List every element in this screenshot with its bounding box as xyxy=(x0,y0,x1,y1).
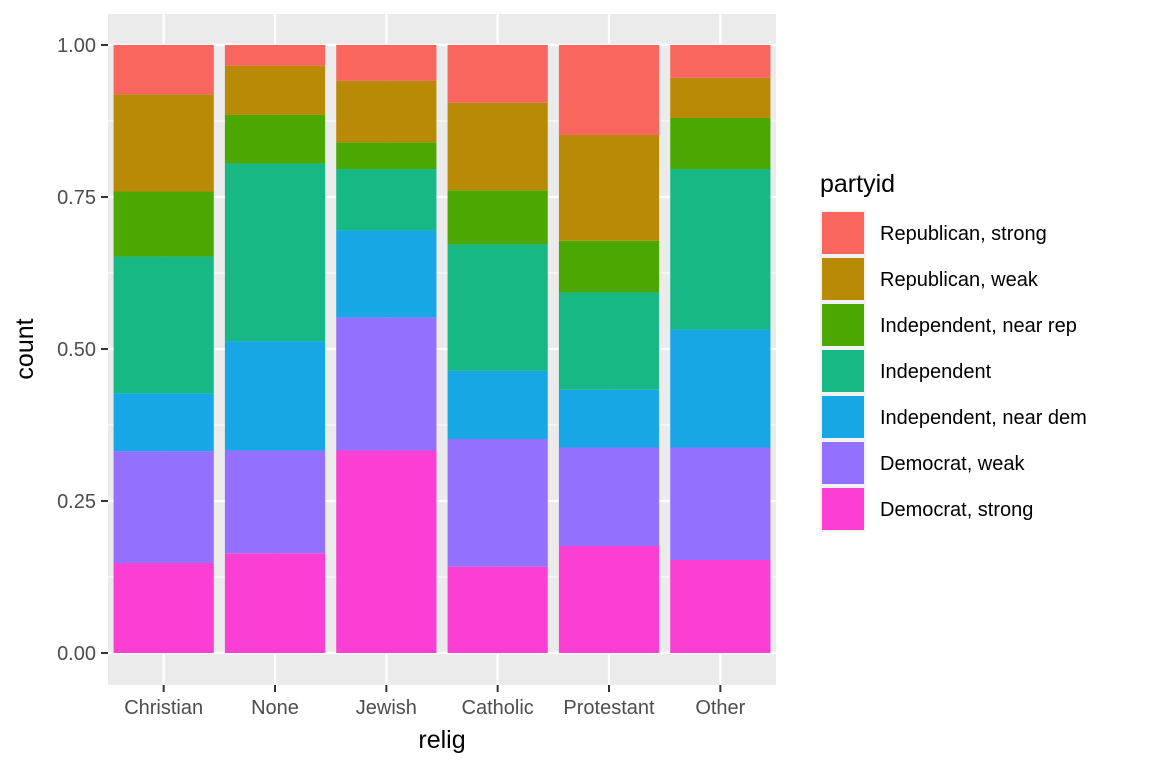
bar-segment xyxy=(670,117,771,170)
legend-key-swatch xyxy=(822,304,864,346)
bar-segment xyxy=(670,329,771,448)
bar-segment xyxy=(670,45,771,78)
bar-segment xyxy=(224,114,326,164)
bar-segment xyxy=(113,563,214,653)
legend-label: Republican, strong xyxy=(880,223,1047,245)
bar-segment xyxy=(670,77,771,118)
legend-label: Independent, near rep xyxy=(880,315,1077,337)
bar-segment xyxy=(113,191,214,257)
x-tick-label: Other xyxy=(695,697,745,719)
x-tick-label: Jewish xyxy=(356,697,417,719)
bar-segment xyxy=(336,80,437,143)
x-tick-label: Catholic xyxy=(462,697,534,719)
minor-gridlines xyxy=(108,120,776,578)
x-tick-label: Protestant xyxy=(563,697,655,719)
bar-segment xyxy=(558,45,660,135)
bar-segment xyxy=(224,341,326,451)
bar-segment xyxy=(224,45,326,66)
bar-segment xyxy=(447,438,548,567)
bar-segment xyxy=(670,559,771,653)
bar-segment xyxy=(670,447,771,560)
legend-title: partyid xyxy=(820,170,895,198)
y-tick-label: 0.50 xyxy=(57,339,96,361)
bar-segment xyxy=(224,450,326,554)
bars-layer xyxy=(113,45,771,653)
x-axis-title: relig xyxy=(418,726,465,754)
bar-segment xyxy=(224,65,326,115)
bar-segment xyxy=(447,45,548,103)
bar-segment xyxy=(558,134,660,241)
legend-key-swatch xyxy=(822,212,864,254)
bar-segment xyxy=(113,393,214,452)
legend-key-swatch xyxy=(822,488,864,530)
bar-segment xyxy=(447,102,548,191)
bar-segment xyxy=(336,230,437,318)
bar-segment xyxy=(447,566,548,653)
bar-segment xyxy=(558,389,660,448)
bar-segment xyxy=(336,317,437,451)
y-tick-label: 0.75 xyxy=(57,187,96,209)
y-tick-label: 0.25 xyxy=(57,491,96,513)
bar-segment xyxy=(558,545,660,653)
bar-segment xyxy=(113,94,214,192)
bar-segment xyxy=(670,169,771,330)
bar-segment xyxy=(113,451,214,564)
bar-segment xyxy=(447,244,548,371)
bar-segment xyxy=(113,45,214,95)
bar-segment xyxy=(558,447,660,546)
y-axis: 0.00 0.25 0.50 0.75 1.00 xyxy=(57,35,108,665)
y-tick-label: 1.00 xyxy=(57,35,96,57)
bar-segment xyxy=(224,163,326,342)
bar-segment xyxy=(447,190,548,245)
bar-segment xyxy=(336,45,437,81)
legend-label: Democrat, strong xyxy=(880,499,1033,521)
bar-segment xyxy=(558,292,660,390)
bar-segment xyxy=(113,256,214,394)
bar-segment xyxy=(558,240,660,293)
legend-label: Democrat, weak xyxy=(880,453,1025,475)
y-tick-label: 0.00 xyxy=(57,643,96,665)
legend-label: Independent, near dem xyxy=(880,407,1087,429)
bar-segment xyxy=(336,169,437,231)
legend: partyid Republican, strong Republican, we… xyxy=(820,170,1087,532)
legend-label: Independent xyxy=(880,361,992,383)
legend-key-swatch xyxy=(822,442,864,484)
legend-key-swatch xyxy=(822,258,864,300)
legend-label: Republican, weak xyxy=(880,269,1039,291)
bar-segment xyxy=(447,370,548,439)
x-tick-label: None xyxy=(251,697,299,719)
x-axis: Christian None Jewish Catholic Protestant Oth… xyxy=(124,685,746,719)
bar-segment xyxy=(336,450,437,653)
x-tick-label: Christian xyxy=(124,697,203,719)
bar-segment xyxy=(336,142,437,170)
legend-key-swatch xyxy=(822,396,864,438)
legend-key-swatch xyxy=(822,350,864,392)
bar-segment xyxy=(224,553,326,653)
y-axis-title: count xyxy=(11,318,39,379)
